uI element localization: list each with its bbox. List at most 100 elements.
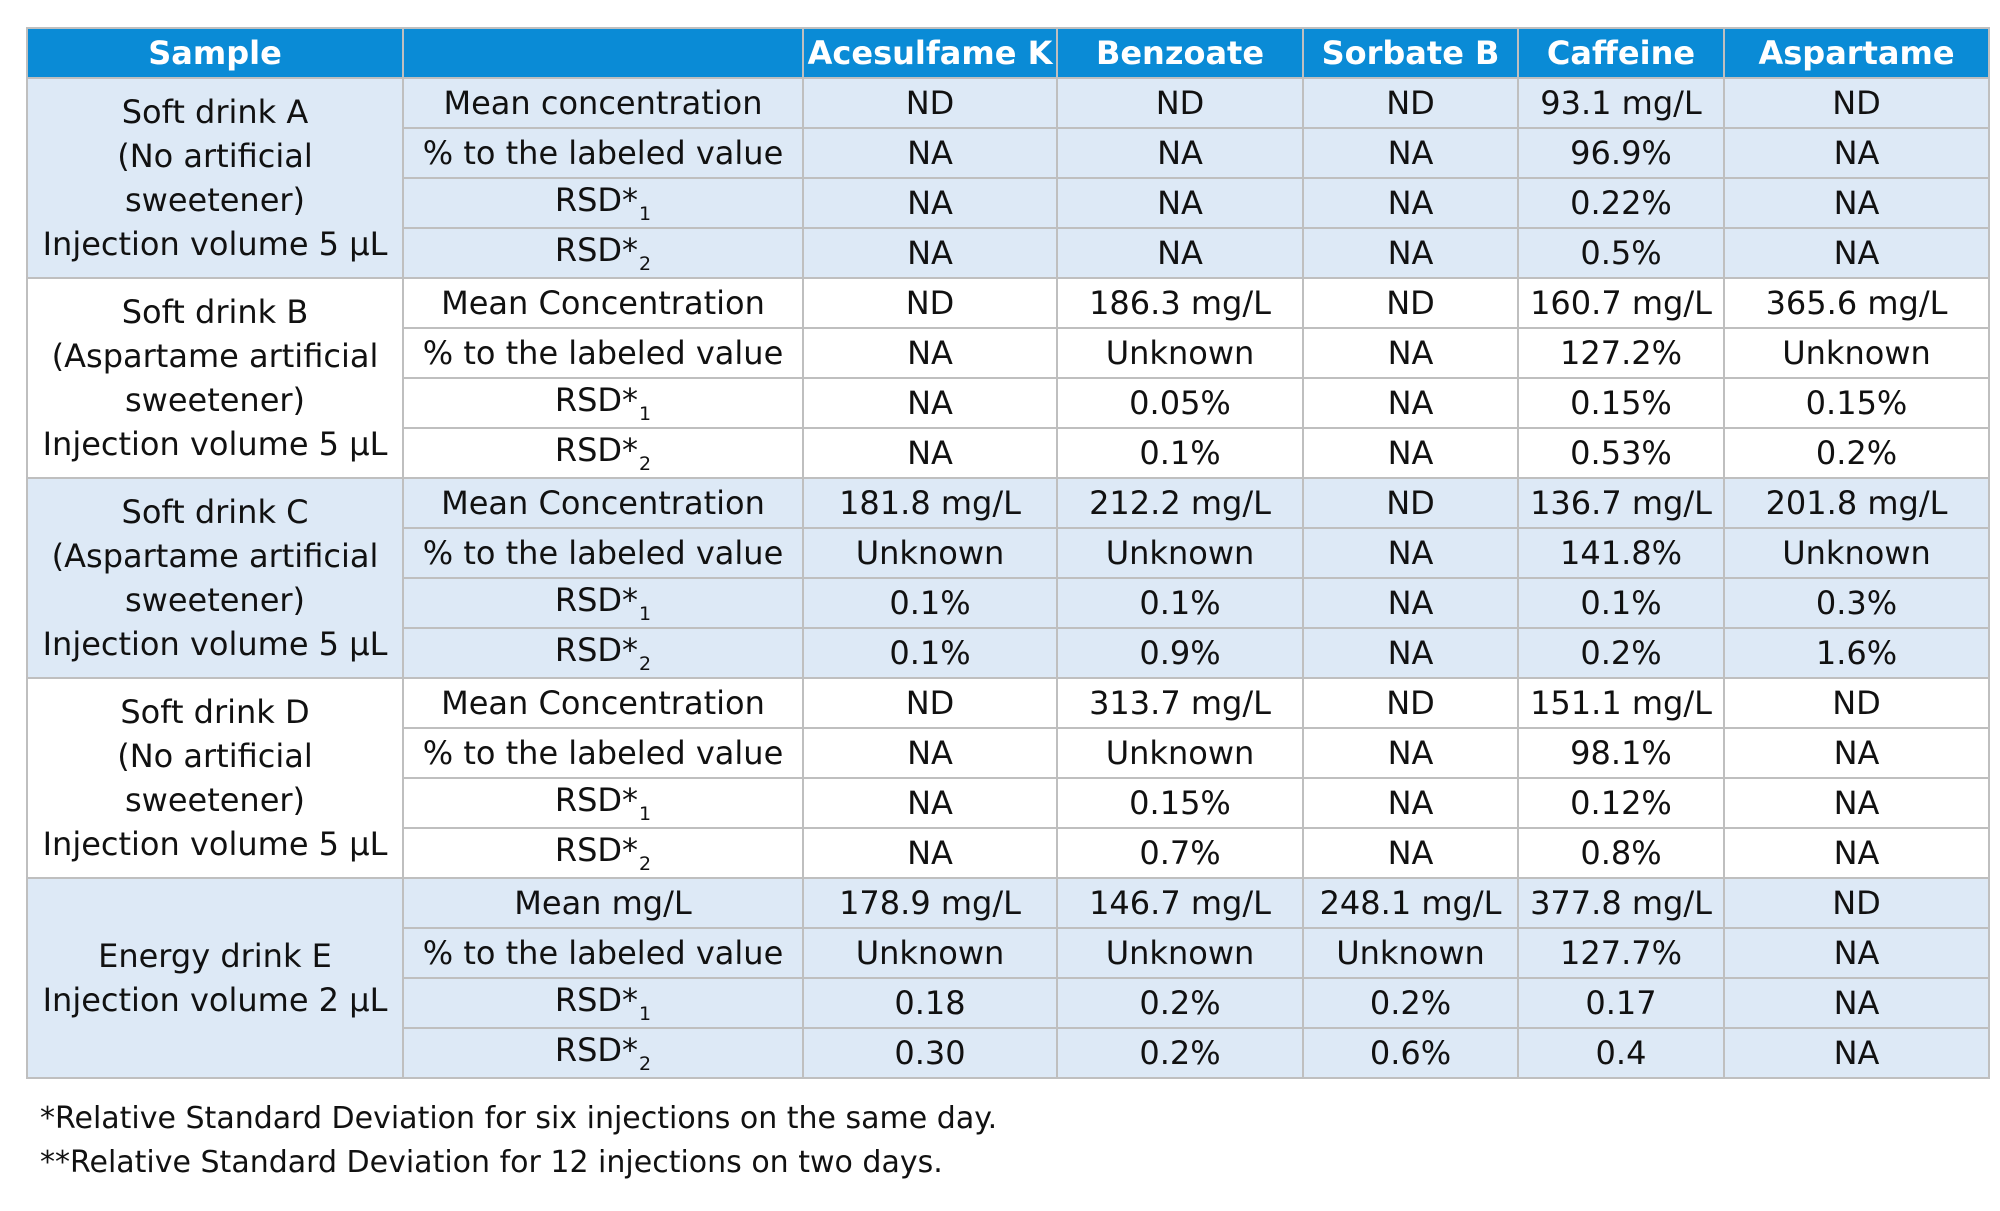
header-sample: Sample: [26, 27, 404, 79]
parameter-subscript: 1: [639, 603, 652, 625]
parameter-cell: Mean mg/L: [402, 877, 804, 929]
value-cell-benzoate: 0.7%: [1056, 827, 1304, 879]
value-cell-benzoate: Unknown: [1056, 927, 1304, 979]
value-cell-caffeine: 0.17: [1517, 977, 1725, 1029]
value-cell-caffeine: 141.8%: [1517, 527, 1725, 579]
value-cell-benzoate: NA: [1056, 227, 1304, 279]
parameter-label: RSD*: [554, 831, 639, 869]
value-cell-caffeine: 0.15%: [1517, 377, 1725, 429]
value-cell-sorbate-b: NA: [1302, 377, 1519, 429]
header-caffeine: Caffeine: [1517, 27, 1725, 79]
results-table: Sample Acesulfame K Benzoate Sorbate B C…: [26, 27, 1990, 1079]
value-cell-caffeine: 0.22%: [1517, 177, 1725, 229]
value-cell-sorbate-b: ND: [1302, 277, 1519, 329]
value-cell-aspartame: NA: [1723, 127, 1990, 179]
value-cell-benzoate: NA: [1056, 127, 1304, 179]
value-cell-sorbate-b: ND: [1302, 77, 1519, 129]
parameter-label: RSD*: [554, 581, 639, 619]
value-cell-acesulfame-k: NA: [802, 127, 1058, 179]
parameter-subscript: 2: [639, 453, 652, 475]
value-cell-aspartame: 201.8 mg/L: [1723, 477, 1990, 529]
value-cell-acesulfame-k: NA: [802, 427, 1058, 479]
value-cell-aspartame: Unknown: [1723, 527, 1990, 579]
value-cell-aspartame: 0.3%: [1723, 577, 1990, 629]
value-cell-acesulfame-k: Unknown: [802, 927, 1058, 979]
table-row: Soft drink C (Aspartame artificial sweeten…: [26, 477, 1990, 679]
table-row: % to the labeled value NA Unknown NA 127.2% U…: [27, 327, 1990, 379]
parameter-cell: Mean Concentration: [402, 477, 804, 529]
value-cell-acesulfame-k: NA: [802, 327, 1058, 379]
table-row: RSD*1 NA NA NA 0.22% NA: [27, 177, 1990, 229]
parameter-cell: % to the labeled value: [402, 727, 804, 779]
parameter-label: RSD*: [554, 381, 639, 419]
value-cell-sorbate-b: NA: [1302, 577, 1519, 629]
value-cell-aspartame: ND: [1723, 77, 1990, 129]
value-cell-benzoate: NA: [1056, 177, 1304, 229]
value-cell-caffeine: 377.8 mg/L: [1517, 877, 1725, 929]
value-cell-caffeine: 0.4: [1517, 1027, 1725, 1079]
value-cell-benzoate: 212.2 mg/L: [1056, 477, 1304, 529]
parameter-cell: % to the labeled value: [402, 927, 804, 979]
parameter-subscript: 2: [639, 853, 652, 875]
parameter-cell: Mean Concentration: [402, 277, 804, 329]
table-row: RSD*2 0.1% 0.9% NA 0.2% 1.6%: [27, 627, 1990, 679]
parameter-cell: Mean Concentration: [402, 677, 804, 729]
value-cell-benzoate: 0.1%: [1056, 577, 1304, 629]
parameter-label: Mean Concentration: [441, 284, 765, 322]
sample-line: Injection volume 2 µL: [42, 981, 388, 1019]
parameter-cell: % to the labeled value: [402, 327, 804, 379]
parameter-cell: RSD*1: [402, 977, 804, 1029]
value-cell-acesulfame-k: Unknown: [802, 527, 1058, 579]
value-cell-aspartame: 0.15%: [1723, 377, 1990, 429]
value-cell-sorbate-b: NA: [1302, 227, 1519, 279]
value-cell-aspartame: 1.6%: [1723, 627, 1990, 679]
sample-line: (No artificial: [117, 137, 313, 175]
sample-line: sweetener): [124, 781, 306, 819]
table-row: RSD*1 0.1% 0.1% NA 0.1% 0.3%: [27, 577, 1990, 629]
value-cell-caffeine: 151.1 mg/L: [1517, 677, 1725, 729]
parameter-label: RSD*: [554, 781, 639, 819]
value-cell-aspartame: NA: [1723, 777, 1990, 829]
sample-line: sweetener): [124, 181, 306, 219]
header-aspartame: Aspartame: [1723, 27, 1990, 79]
parameter-subscript: 2: [639, 1053, 652, 1075]
parameter-label: Mean Concentration: [441, 684, 765, 722]
value-cell-aspartame: NA: [1723, 727, 1990, 779]
value-cell-acesulfame-k: NA: [802, 827, 1058, 879]
table-row: % to the labeled value NA NA NA 96.9% NA: [27, 127, 1990, 179]
value-cell-aspartame: Unknown: [1723, 327, 1990, 379]
value-cell-caffeine: 96.9%: [1517, 127, 1725, 179]
value-cell-sorbate-b: 248.1 mg/L: [1302, 877, 1519, 929]
parameter-subscript: 1: [639, 203, 652, 225]
sample-cell: Soft drink D (No artificial sweetener) Inje…: [26, 677, 404, 879]
value-cell-sorbate-b: ND: [1302, 477, 1519, 529]
parameter-label: Mean concentration: [443, 84, 763, 122]
value-cell-benzoate: 0.2%: [1056, 1027, 1304, 1079]
value-cell-acesulfame-k: 0.1%: [802, 627, 1058, 679]
value-cell-aspartame: ND: [1723, 877, 1990, 929]
value-cell-sorbate-b: NA: [1302, 727, 1519, 779]
sample-line: (Aspartame artificial: [51, 337, 379, 375]
parameter-label: Mean Concentration: [441, 484, 765, 522]
value-cell-benzoate: Unknown: [1056, 327, 1304, 379]
value-cell-aspartame: NA: [1723, 827, 1990, 879]
value-cell-benzoate: Unknown: [1056, 727, 1304, 779]
table-row: Soft drink A (No artificial sweetener) Inje…: [26, 77, 1990, 279]
value-cell-benzoate: 0.15%: [1056, 777, 1304, 829]
header-benzoate: Benzoate: [1056, 27, 1304, 79]
sample-line: (No artificial: [117, 737, 313, 775]
value-cell-aspartame: ND: [1723, 677, 1990, 729]
sample-cell: Soft drink A (No artificial sweetener) Inje…: [26, 77, 404, 279]
table-row: Soft drink B (Aspartame artificial sweeten…: [26, 277, 1990, 479]
value-cell-acesulfame-k: 0.1%: [802, 577, 1058, 629]
sample-line: (Aspartame artificial: [51, 537, 379, 575]
parameter-subscript: 2: [639, 253, 652, 275]
value-cell-caffeine: 127.2%: [1517, 327, 1725, 379]
value-cell-aspartame: 365.6 mg/L: [1723, 277, 1990, 329]
value-cell-sorbate-b: NA: [1302, 327, 1519, 379]
value-cell-caffeine: 0.53%: [1517, 427, 1725, 479]
sample-line: sweetener): [124, 381, 306, 419]
sample-cell: Soft drink C (Aspartame artificial sweeten…: [26, 477, 404, 679]
value-cell-benzoate: 313.7 mg/L: [1056, 677, 1304, 729]
sample-line: Soft drink D: [120, 693, 310, 731]
